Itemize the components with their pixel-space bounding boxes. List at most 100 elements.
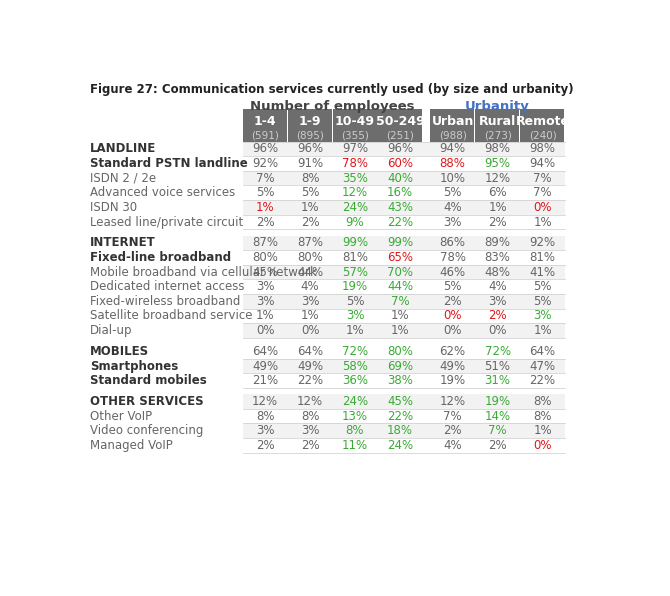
Text: 64%: 64%	[252, 345, 278, 358]
Text: 19%: 19%	[484, 395, 511, 408]
Text: 8%: 8%	[256, 409, 274, 423]
Text: 22%: 22%	[297, 374, 323, 387]
Text: 18%: 18%	[387, 424, 413, 437]
Text: 86%: 86%	[440, 237, 466, 249]
Text: 3%: 3%	[533, 309, 552, 322]
Bar	[243, 265, 565, 280]
Text: 44%: 44%	[297, 266, 323, 278]
Text: 5%: 5%	[444, 187, 462, 199]
Text: 80%: 80%	[297, 251, 323, 264]
Text: 49%: 49%	[252, 359, 278, 372]
Text: 1%: 1%	[391, 309, 409, 322]
Text: 12%: 12%	[440, 395, 466, 408]
Text: Leased line/private circuit: Leased line/private circuit	[90, 216, 243, 228]
Text: Standard PSTN landline: Standard PSTN landline	[90, 157, 248, 170]
Text: 2%: 2%	[256, 439, 275, 452]
Text: 3%: 3%	[256, 295, 274, 308]
Text: 1%: 1%	[256, 309, 275, 322]
Text: 3%: 3%	[301, 295, 320, 308]
Text: 35%: 35%	[342, 172, 368, 185]
Text: 64%: 64%	[529, 345, 555, 358]
Text: 1%: 1%	[301, 309, 320, 322]
Text: 5%: 5%	[533, 295, 552, 308]
Bar	[243, 373, 565, 388]
Text: 95%: 95%	[484, 157, 511, 170]
Text: 0%: 0%	[444, 309, 462, 322]
Bar	[243, 109, 287, 142]
Text: 7%: 7%	[256, 172, 275, 185]
Text: ISDN 30: ISDN 30	[90, 201, 137, 214]
Text: 12%: 12%	[297, 395, 323, 408]
Text: 96%: 96%	[387, 142, 413, 156]
Text: 7%: 7%	[533, 172, 552, 185]
Text: 81%: 81%	[342, 251, 368, 264]
Bar	[243, 344, 565, 359]
Text: 62%: 62%	[440, 345, 466, 358]
Bar	[520, 109, 564, 142]
Text: 48%: 48%	[484, 266, 511, 278]
Text: 97%: 97%	[342, 142, 368, 156]
Text: Remote: Remote	[515, 115, 570, 128]
Bar	[243, 215, 565, 229]
Text: 3%: 3%	[346, 309, 364, 322]
Text: 45%: 45%	[252, 266, 278, 278]
Text: 98%: 98%	[484, 142, 511, 156]
Text: 0%: 0%	[301, 324, 320, 337]
Text: 2%: 2%	[444, 424, 462, 437]
Text: 64%: 64%	[297, 345, 323, 358]
Text: Other VoIP: Other VoIP	[90, 409, 152, 423]
Text: Dial-up: Dial-up	[90, 324, 133, 337]
Text: 5%: 5%	[444, 280, 462, 293]
Text: 57%: 57%	[342, 266, 368, 278]
Text: OTHER SERVICES: OTHER SERVICES	[90, 395, 204, 408]
Bar	[243, 185, 565, 200]
Text: 96%: 96%	[297, 142, 323, 156]
Text: Rural: Rural	[479, 115, 516, 128]
Text: 0%: 0%	[444, 324, 462, 337]
Text: 2%: 2%	[444, 295, 462, 308]
Text: Video conferencing: Video conferencing	[90, 424, 203, 437]
Text: 19%: 19%	[440, 374, 466, 387]
Text: 1%: 1%	[533, 216, 552, 228]
Text: Urbanity: Urbanity	[465, 100, 530, 113]
Text: 69%: 69%	[387, 359, 413, 372]
Text: 4%: 4%	[488, 280, 507, 293]
Text: 80%: 80%	[387, 345, 413, 358]
Text: 50-249: 50-249	[376, 115, 424, 128]
Text: 94%: 94%	[529, 157, 555, 170]
Text: 14%: 14%	[484, 409, 511, 423]
Text: 94%: 94%	[440, 142, 466, 156]
Text: 99%: 99%	[387, 237, 413, 249]
Text: 5%: 5%	[256, 187, 274, 199]
Text: 83%: 83%	[484, 251, 511, 264]
Text: 1%: 1%	[256, 201, 275, 214]
Text: 4%: 4%	[444, 201, 462, 214]
Text: Number of employees: Number of employees	[251, 100, 415, 113]
Text: 24%: 24%	[342, 395, 368, 408]
Text: 22%: 22%	[387, 216, 413, 228]
Text: 87%: 87%	[252, 237, 278, 249]
Text: 44%: 44%	[387, 280, 413, 293]
Text: 41%: 41%	[529, 266, 555, 278]
Text: 13%: 13%	[342, 409, 368, 423]
Text: Mobile broadband via cellular network: Mobile broadband via cellular network	[90, 266, 317, 278]
Text: 8%: 8%	[301, 172, 320, 185]
Bar	[287, 109, 332, 142]
Text: (355): (355)	[341, 130, 369, 140]
Text: Dedicated internet access: Dedicated internet access	[90, 280, 245, 293]
Text: 65%: 65%	[387, 251, 413, 264]
Text: 10%: 10%	[440, 172, 466, 185]
Text: Urban: Urban	[431, 115, 474, 128]
Text: 78%: 78%	[342, 157, 368, 170]
Text: 12%: 12%	[252, 395, 278, 408]
Text: 2%: 2%	[488, 216, 507, 228]
Text: 24%: 24%	[342, 201, 368, 214]
Bar	[243, 394, 565, 409]
Bar	[243, 156, 565, 171]
Text: (251): (251)	[386, 130, 414, 140]
Text: 70%: 70%	[387, 266, 413, 278]
Text: 43%: 43%	[387, 201, 413, 214]
Text: 0%: 0%	[488, 324, 507, 337]
Text: 22%: 22%	[387, 409, 413, 423]
Text: 22%: 22%	[529, 374, 555, 387]
